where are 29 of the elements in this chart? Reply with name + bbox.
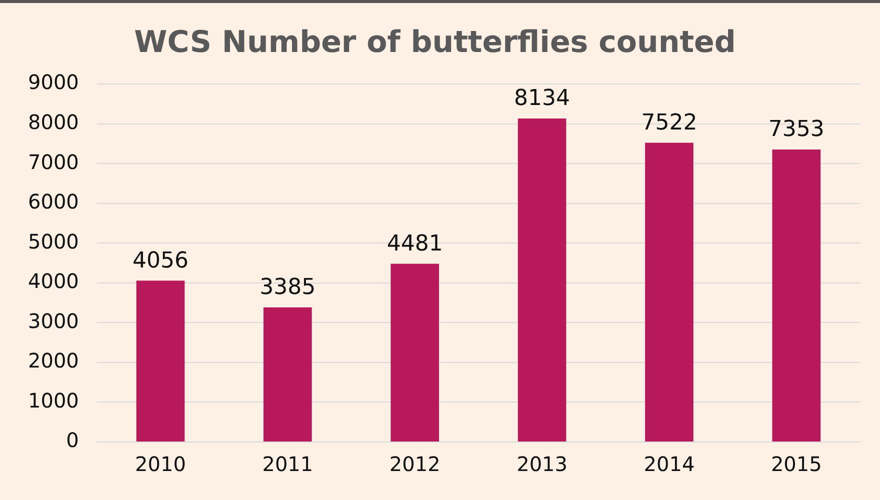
x-tick-label: 2012 xyxy=(389,452,440,476)
chart-title: WCS Number of butterflies counted xyxy=(134,24,736,60)
y-tick-label: 0 xyxy=(66,428,79,452)
y-tick-label: 7000 xyxy=(28,150,79,174)
data-label: 7522 xyxy=(641,110,698,136)
y-tick-label: 1000 xyxy=(28,388,79,412)
data-label: 4481 xyxy=(386,231,443,256)
bar xyxy=(136,280,185,442)
y-tick-label: 2000 xyxy=(28,348,79,373)
bar xyxy=(390,264,440,442)
data-label: 7353 xyxy=(768,117,824,142)
data-label: 3385 xyxy=(260,275,316,300)
x-tick-label: 2014 xyxy=(644,452,695,476)
bar xyxy=(772,150,821,442)
y-tick-label: 5000 xyxy=(28,229,79,254)
x-tick-label: 2015 xyxy=(770,452,822,476)
x-tick-label: 2013 xyxy=(516,452,568,476)
x-tick-label: 2011 xyxy=(262,452,314,476)
data-label: 8134 xyxy=(514,86,570,112)
bar xyxy=(645,142,694,442)
y-tick-label: 3000 xyxy=(28,308,79,333)
bar xyxy=(264,307,312,442)
x-tick-label: 2010 xyxy=(135,452,186,476)
data-label: 4056 xyxy=(132,248,188,274)
bar xyxy=(518,118,566,442)
y-tick-label: 4000 xyxy=(28,269,79,294)
y-tick-label: 9000 xyxy=(28,70,79,94)
y-tick-label: 6000 xyxy=(28,190,79,214)
y-tick-label: 8000 xyxy=(28,110,79,134)
